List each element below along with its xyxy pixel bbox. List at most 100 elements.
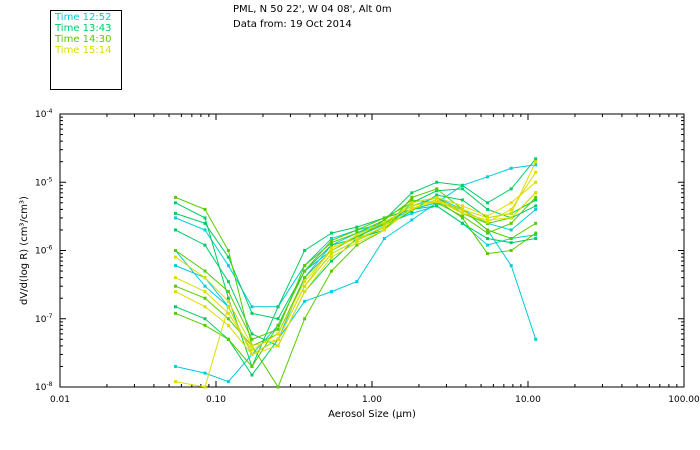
data-point [226,299,230,303]
data-point [203,296,207,300]
data-point [509,187,513,191]
data-point [203,216,207,220]
data-point [534,236,538,240]
data-point [410,209,414,213]
data-point [435,193,439,197]
data-point [250,332,254,336]
data-point [460,207,464,211]
data-point [250,344,254,348]
series-line-15 [175,181,537,347]
data-point [534,221,538,225]
data-point [329,269,333,273]
data-point [173,249,177,252]
data-point [203,385,207,389]
data-point [382,216,386,220]
data-point [329,236,333,240]
data-point [250,337,254,341]
data-point [173,305,177,309]
data-point [329,259,333,263]
data-point [382,218,386,222]
data-point [203,207,207,211]
data-point [173,276,177,280]
legend-entry-1: Time 12:52 [55,12,112,23]
data-point [355,235,359,239]
data-point [173,290,177,294]
data-point [485,207,489,211]
data-point [509,264,513,268]
data-point [460,221,464,225]
data-point [509,166,513,170]
data-point [173,255,177,259]
data-point [435,204,439,208]
header-date: Data from: 19 Oct 2014 [233,19,352,30]
data-point [276,317,280,321]
data-point [303,276,307,280]
data-point [509,216,513,220]
data-point [435,189,439,193]
data-point [226,280,230,284]
data-point [534,207,538,211]
data-point [203,276,207,280]
data-point [534,163,538,167]
data-point [303,280,307,284]
data-point [303,284,307,288]
data-point [410,195,414,199]
data-point [382,228,386,232]
data-point [460,214,464,218]
data-point [329,255,333,259]
y-tick-label: 10-4 [35,108,53,120]
data-point [355,243,359,247]
data-point [276,344,280,348]
data-point [276,385,280,389]
data-point [485,236,489,240]
plot-frame [59,113,685,388]
data-point [410,206,414,210]
data-point [509,201,513,205]
legend-entry-2: Time 13:43 [55,23,112,34]
data-point [509,236,513,240]
legend-box: Time 12:52 Time 13:43 Time 14:30 Time 15… [50,10,122,90]
data-point [329,290,333,294]
data-point [435,200,439,204]
data-point [485,216,489,220]
data-point [226,249,230,252]
data-point [276,332,280,336]
data-point [355,231,359,235]
series-line-13 [175,161,537,387]
data-point [382,236,386,240]
data-point [226,311,230,315]
data-point [226,380,230,384]
data-point [410,211,414,215]
data-point [534,204,538,208]
x-tick-label: 0.10 [206,395,226,405]
data-point [534,198,538,202]
data-point [355,233,359,237]
data-point [410,198,414,202]
data-point [276,337,280,341]
data-point [329,249,333,252]
data-point [460,211,464,215]
data-point [329,239,333,243]
data-point [226,296,230,300]
data-point [382,220,386,224]
x-tick-label: 1.00 [362,395,382,405]
data-point [173,201,177,205]
data-point [226,255,230,259]
header-location: PML, N 50 22', W 04 08', Alt 0m [233,4,392,15]
data-point [276,305,280,309]
data-point [173,195,177,199]
data-point [250,348,254,352]
data-point [382,224,386,228]
y-tick-label: 10-8 [35,381,53,393]
data-point [203,284,207,288]
data-point [303,317,307,321]
data-point [534,195,538,199]
data-point [173,216,177,220]
data-point [435,198,439,202]
data-point [534,160,538,164]
data-point [203,269,207,273]
data-point [203,290,207,294]
data-point [509,249,513,252]
data-point [435,180,439,184]
data-point [460,187,464,191]
